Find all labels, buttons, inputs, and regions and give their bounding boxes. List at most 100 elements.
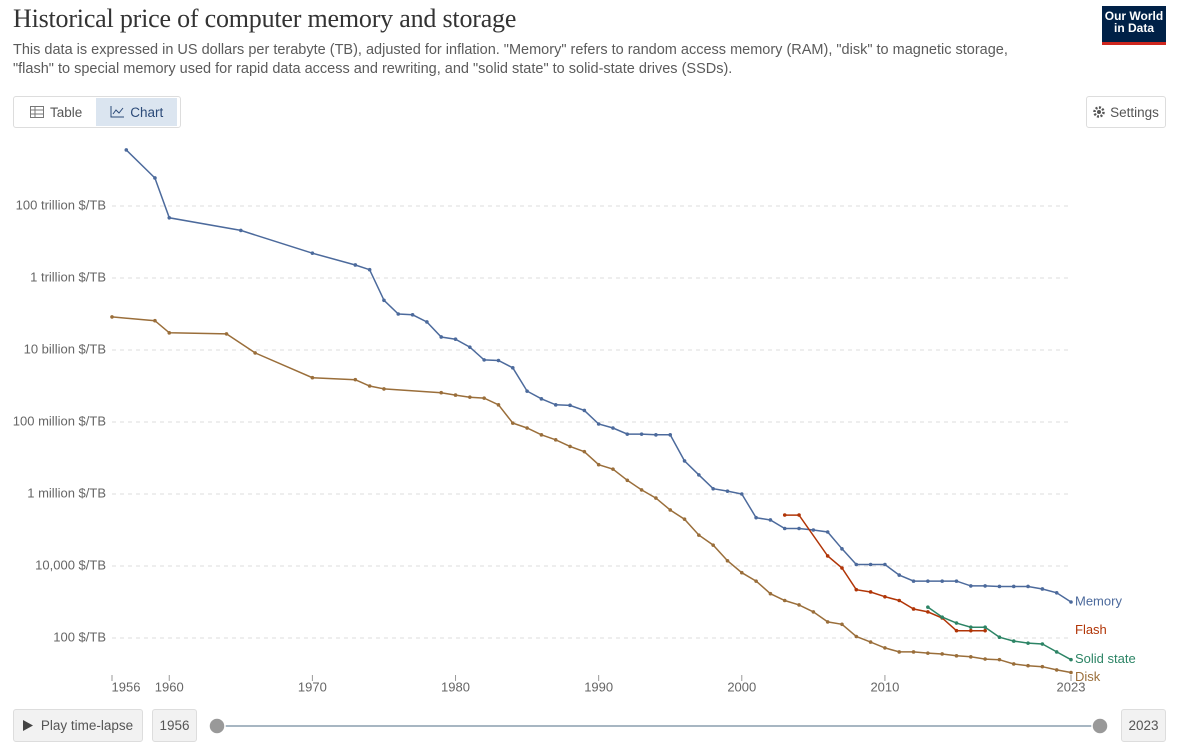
settings-button[interactable]: Settings bbox=[1086, 96, 1166, 128]
data-point bbox=[854, 562, 859, 567]
data-point bbox=[1026, 641, 1030, 645]
subtitle: This data is expressed in US dollars per… bbox=[13, 42, 1008, 77]
data-point bbox=[825, 530, 830, 534]
data-point bbox=[883, 562, 887, 567]
data-point bbox=[883, 594, 887, 599]
settings-label: Settings bbox=[1110, 104, 1159, 120]
y-tick-label: 100 trillion $/TB bbox=[16, 197, 106, 212]
tab-group: Table Chart bbox=[13, 96, 181, 128]
series-line bbox=[784, 514, 986, 632]
data-point bbox=[768, 591, 773, 596]
data-point bbox=[1040, 587, 1045, 591]
data-point bbox=[239, 228, 243, 233]
data-point bbox=[1011, 662, 1016, 666]
x-tick-label: 1956 bbox=[112, 679, 141, 694]
play-icon bbox=[22, 720, 33, 731]
data-point bbox=[897, 573, 902, 577]
data-point bbox=[1026, 663, 1030, 668]
x-tick-label: 1990 bbox=[584, 679, 613, 694]
data-point bbox=[983, 584, 987, 588]
y-tick-label: 1 million $/TB bbox=[27, 485, 106, 500]
slider-handle[interactable] bbox=[1091, 717, 1109, 735]
data-point bbox=[639, 488, 644, 492]
data-point bbox=[868, 562, 873, 567]
data-point bbox=[167, 216, 172, 220]
table-tab[interactable]: Table bbox=[16, 98, 96, 126]
data-point bbox=[468, 345, 472, 349]
chart-tab-label: Chart bbox=[130, 104, 164, 120]
data-point bbox=[997, 584, 1002, 589]
x-tick-label: 1980 bbox=[441, 679, 470, 694]
data-point bbox=[382, 387, 386, 391]
end-year[interactable]: 2023 bbox=[1121, 709, 1166, 742]
data-point bbox=[911, 579, 916, 583]
data-point bbox=[453, 393, 458, 397]
data-point bbox=[425, 320, 429, 324]
series-line bbox=[125, 149, 1072, 603]
series-line bbox=[111, 316, 1072, 674]
data-point bbox=[639, 432, 644, 436]
data-point bbox=[725, 558, 730, 563]
data-point bbox=[553, 403, 558, 407]
x-tick-label: 1970 bbox=[298, 679, 327, 694]
data-point bbox=[510, 421, 515, 425]
data-point bbox=[568, 444, 572, 449]
data-point bbox=[654, 496, 658, 500]
data-point bbox=[496, 358, 501, 363]
chart-tab[interactable]: Chart bbox=[96, 98, 178, 126]
data-point bbox=[954, 579, 959, 583]
slider-handle[interactable] bbox=[208, 717, 226, 735]
data-point bbox=[954, 628, 959, 633]
data-point bbox=[969, 584, 973, 588]
data-point bbox=[868, 590, 873, 594]
data-point bbox=[983, 657, 987, 661]
data-point bbox=[926, 651, 930, 655]
logo[interactable]: Our World in Data bbox=[1102, 6, 1166, 45]
data-point bbox=[825, 554, 830, 558]
data-point bbox=[510, 366, 515, 370]
data-point bbox=[797, 603, 801, 607]
start-year[interactable]: 1956 bbox=[152, 709, 197, 742]
data-point bbox=[739, 492, 744, 496]
data-point bbox=[353, 377, 358, 382]
data-point bbox=[153, 318, 157, 323]
data-point bbox=[668, 433, 673, 437]
data-point bbox=[768, 518, 773, 522]
data-point bbox=[382, 298, 386, 303]
data-point bbox=[883, 646, 887, 650]
data-point bbox=[439, 390, 444, 395]
data-point bbox=[983, 625, 987, 629]
y-tick-label: 100 million $/TB bbox=[13, 413, 106, 428]
data-point bbox=[124, 148, 129, 152]
data-point bbox=[310, 251, 315, 255]
data-point bbox=[596, 422, 601, 426]
play-button[interactable]: Play time-lapse bbox=[13, 709, 143, 742]
data-point bbox=[1069, 670, 1073, 675]
data-point bbox=[711, 486, 715, 491]
data-point bbox=[911, 650, 916, 654]
data-point bbox=[1011, 584, 1016, 589]
data-point bbox=[1069, 600, 1073, 604]
data-point bbox=[468, 395, 472, 399]
data-point bbox=[1054, 668, 1059, 672]
data-point bbox=[1054, 591, 1059, 595]
timeline-slider[interactable] bbox=[205, 714, 1115, 738]
series-label: Flash bbox=[1075, 622, 1107, 637]
data-point bbox=[1026, 584, 1030, 589]
data-point bbox=[983, 628, 987, 633]
data-point bbox=[811, 528, 816, 532]
data-point bbox=[797, 526, 801, 531]
data-point bbox=[167, 331, 172, 335]
data-point bbox=[310, 375, 315, 380]
data-point bbox=[353, 263, 358, 267]
chart-icon bbox=[110, 106, 125, 118]
data-point bbox=[926, 610, 930, 614]
data-point bbox=[739, 570, 744, 575]
chart-title: Historical price of computer memory and … bbox=[13, 4, 517, 33]
table-tab-label: Table bbox=[50, 104, 83, 120]
x-tick-label: 2000 bbox=[727, 679, 756, 694]
data-point bbox=[854, 587, 859, 592]
data-point bbox=[782, 526, 787, 531]
data-point bbox=[997, 635, 1002, 640]
